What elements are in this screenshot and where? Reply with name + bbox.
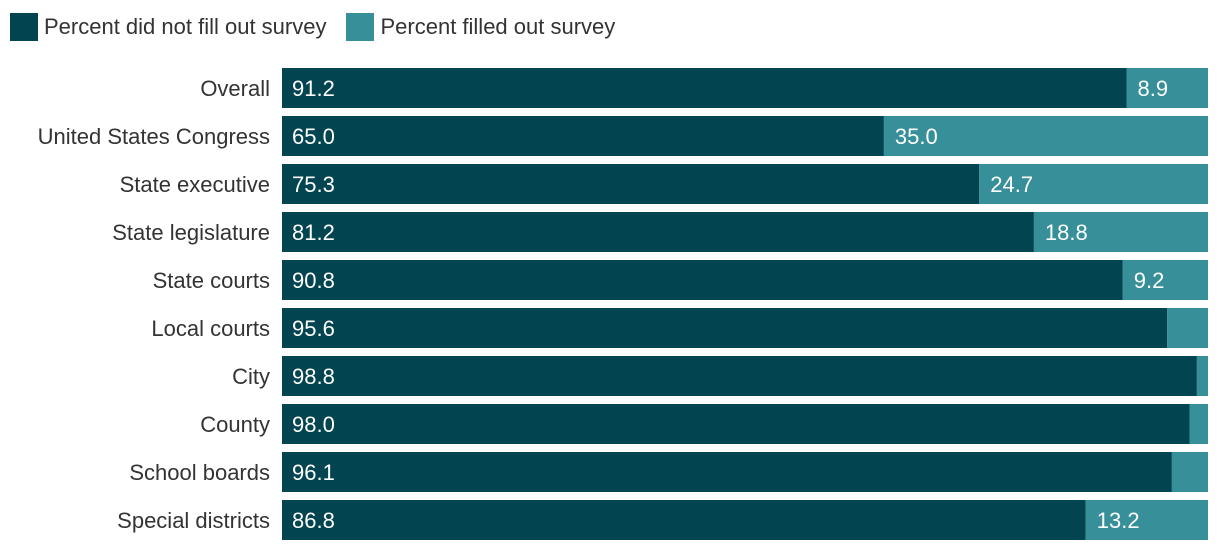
bar-filled-overall: [1126, 68, 1208, 108]
value-label-filled-united-states-congress: 35.0: [895, 124, 938, 149]
bar-filled-city: [1196, 356, 1208, 396]
value-label-filled-state-legislature: 18.8: [1045, 220, 1088, 245]
value-label-did-not-special-districts: 86.8: [292, 508, 335, 533]
value-label-did-not-state-legislature: 81.2: [292, 220, 335, 245]
category-label-special-districts: Special districts: [117, 508, 270, 533]
value-label-did-not-overall: 91.2: [292, 76, 335, 101]
category-label-city: City: [232, 364, 270, 389]
value-label-filled-state-courts: 9.2: [1134, 268, 1165, 293]
bar-did-not-special-districts: [282, 500, 1086, 540]
legend-item-filled: Percent filled out survey: [346, 13, 615, 41]
value-label-filled-special-districts: 13.2: [1097, 508, 1140, 533]
category-label-overall: Overall: [200, 76, 270, 101]
bar-did-not-overall: [282, 68, 1127, 108]
legend-label-did-not: Percent did not fill out survey: [44, 14, 327, 39]
bar-filled-state-courts: [1122, 260, 1208, 300]
legend-swatch-did-not: [10, 13, 38, 41]
bar-did-not-state-legislature: [282, 212, 1034, 252]
value-label-did-not-school-boards: 96.1: [292, 460, 335, 485]
category-label-school-boards: School boards: [129, 460, 270, 485]
bar-filled-state-executive: [979, 164, 1208, 204]
category-label-local-courts: Local courts: [151, 316, 270, 341]
legend-label-filled: Percent filled out survey: [380, 14, 616, 39]
bar-filled-state-legislature: [1033, 212, 1208, 252]
category-label-state-executive: State executive: [120, 172, 270, 197]
value-label-did-not-local-courts: 95.6: [292, 316, 335, 341]
bar-did-not-county: [282, 404, 1190, 444]
value-label-did-not-county: 98.0: [292, 412, 335, 437]
bar-filled-special-districts: [1085, 500, 1208, 540]
value-label-filled-state-executive: 24.7: [990, 172, 1033, 197]
category-label-united-states-congress: United States Congress: [38, 124, 270, 149]
bar-did-not-state-executive: [282, 164, 980, 204]
legend-item-did-not: Percent did not fill out survey: [10, 13, 326, 41]
category-label-state-legislature: State legislature: [112, 220, 270, 245]
value-label-filled-overall: 8.9: [1138, 76, 1169, 101]
category-label-county: County: [200, 412, 270, 437]
bar-filled-local-courts: [1167, 308, 1208, 348]
category-label-state-courts: State courts: [153, 268, 270, 293]
bar-did-not-city: [282, 356, 1197, 396]
bar-filled-school-boards: [1171, 452, 1208, 492]
legend-swatch-filled: [346, 13, 375, 41]
value-label-did-not-state-executive: 75.3: [292, 172, 335, 197]
bar-did-not-united-states-congress: [282, 116, 884, 156]
value-label-did-not-state-courts: 90.8: [292, 268, 335, 293]
value-label-did-not-city: 98.8: [292, 364, 335, 389]
bar-filled-united-states-congress: [883, 116, 1208, 156]
value-label-did-not-united-states-congress: 65.0: [292, 124, 335, 149]
bar-filled-county: [1189, 404, 1208, 444]
bar-did-not-school-boards: [282, 452, 1172, 492]
bar-did-not-state-courts: [282, 260, 1123, 300]
bar-did-not-local-courts: [282, 308, 1168, 348]
chart-legend: Percent did not fill out survey Percent …: [10, 12, 635, 42]
